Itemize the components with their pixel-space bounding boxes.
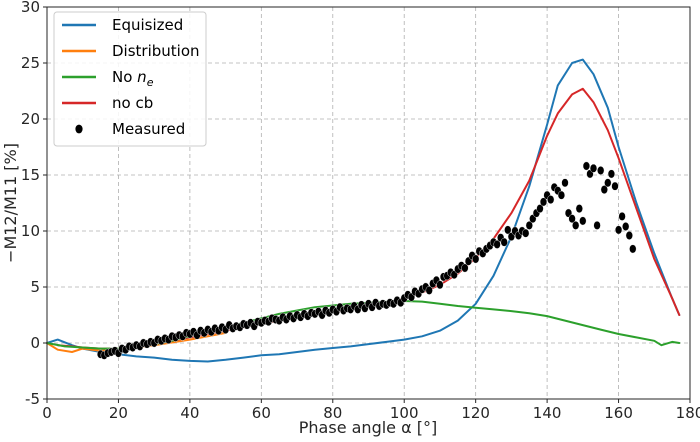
measured-point [572,220,580,230]
measured-point [604,178,612,188]
measured-point [618,211,626,221]
y-tick-label: 25 [21,54,40,72]
x-tick-label: 180 [676,404,700,422]
measured-point [539,197,548,207]
x-tick-label: 120 [461,404,490,422]
measured-point [629,244,637,254]
x-axis-label: Phase angle α [°] [299,418,437,437]
y-tick-label: 10 [21,222,40,240]
x-tick-label: 0 [42,404,52,422]
y-tick-label: -5 [25,390,40,408]
measured-point [504,225,512,235]
x-tick-label: 160 [604,404,633,422]
legend-label-no-ne-symbol: n [137,68,147,86]
y-axis-label: −M12/M11 [%] [1,143,20,263]
plot-frame [46,6,691,400]
x-tick-label: 60 [252,404,271,422]
legend-label-equisized: Equisized [112,16,183,34]
y-tick-label: 0 [30,334,40,352]
legend-label-distribution: Distribution [112,42,200,60]
measured-point [547,195,555,205]
measured-point [436,280,444,290]
measured-point [525,220,533,230]
x-tick-label: 140 [533,404,562,422]
y-tick-label: 20 [21,110,40,128]
measured-point [568,214,576,224]
legend-label-no-ne-subscript: e [147,76,154,89]
measured-point [536,204,544,214]
measured-point [493,239,501,249]
measured-point [625,231,633,240]
y-tick-label: 5 [30,278,40,296]
measured-point [582,161,591,171]
measured-point [607,169,616,179]
measured-point [575,204,583,214]
measured-point [500,237,508,247]
measured-point [461,263,469,273]
legend: Equisized Distribution No ne no cb Measu… [53,11,207,147]
series-line-equisized [46,58,681,363]
measured-point [425,285,433,295]
legend-box [53,11,207,147]
measured-point [600,185,608,195]
x-tick-label: 20 [109,404,128,422]
legend-label-measured: Measured [112,120,185,138]
measured-points [96,161,637,360]
measured-point [561,178,569,188]
measured-point [579,216,587,226]
legend-label-no-ne: No ne [112,68,154,89]
x-tick-label: 40 [180,404,199,422]
x-tick-label: 80 [323,404,342,422]
measured-point [557,190,566,200]
legend-marker-measured [75,124,83,134]
x-tick-label: 100 [390,404,419,422]
measured-point [589,163,598,173]
measured-point [611,181,619,191]
y-tick-label: 15 [21,166,40,184]
legend-label-no-ne-prefix: No [112,68,137,86]
measured-point [614,225,623,235]
measured-point [593,220,601,230]
measured-point [597,166,605,175]
measured-point [472,254,480,264]
legend-label-no-cb: no cb [112,94,153,112]
y-tick-label: 30 [21,0,40,16]
measured-point [622,222,630,231]
measured-point [522,228,530,238]
